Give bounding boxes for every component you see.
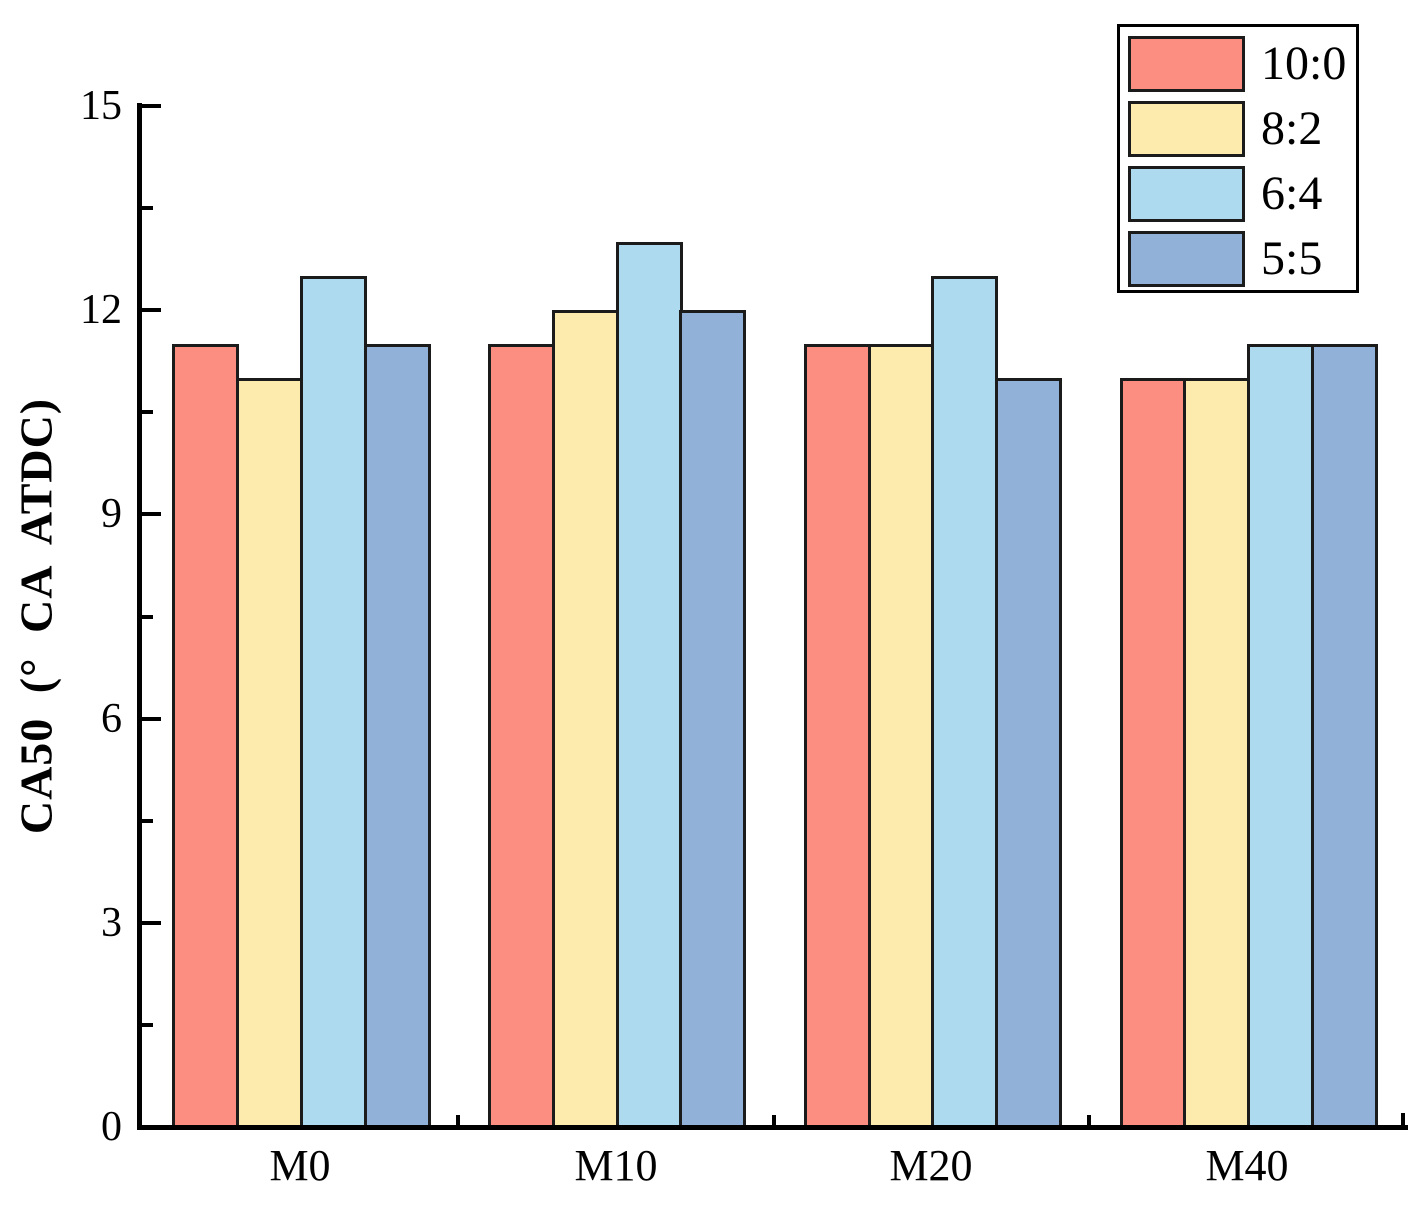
bar: [1183, 378, 1250, 1130]
y-tick-label: 6: [101, 696, 122, 742]
bar: [995, 378, 1062, 1130]
y-tick-label: 3: [101, 900, 122, 946]
y-tick-label: 12: [80, 287, 122, 333]
legend-label: 10:0: [1261, 36, 1347, 90]
y-tick-label: 15: [80, 83, 122, 129]
legend-item: 10:0: [1128, 35, 1356, 92]
bar: [236, 378, 303, 1130]
y-minor-tick: [142, 1023, 153, 1027]
y-major-tick: [142, 717, 161, 721]
bar: [931, 276, 998, 1130]
y-minor-tick: [142, 615, 153, 619]
y-axis-title: CA50 (° CA ATDC): [10, 397, 62, 835]
bar: [488, 344, 555, 1130]
legend-item: 8:2: [1128, 100, 1356, 157]
y-tick-label: 9: [101, 491, 122, 537]
y-minor-tick: [142, 410, 153, 414]
bar: [679, 310, 746, 1130]
legend-item: 6:4: [1128, 165, 1356, 222]
x-tick-label: M0: [269, 1141, 331, 1190]
x-axis-line: [137, 1125, 1408, 1130]
legend-label: 6:4: [1261, 166, 1323, 220]
x-minor-tick: [772, 1115, 776, 1129]
bar: [616, 242, 683, 1130]
bar: [300, 276, 367, 1130]
x-tick-label: M20: [889, 1141, 973, 1190]
y-tick-label: 0: [101, 1104, 122, 1150]
legend-swatch: [1128, 230, 1245, 287]
bar: [1120, 378, 1187, 1130]
x-tick-label: M40: [1205, 1141, 1289, 1190]
legend: 10:0 8:2 6:4 5:5: [1117, 24, 1359, 293]
y-major-tick: [142, 104, 161, 108]
bar: [1311, 344, 1378, 1130]
bar: [1247, 344, 1314, 1130]
bar: [172, 344, 239, 1130]
x-minor-tick: [1087, 1115, 1091, 1129]
bar: [364, 344, 431, 1130]
y-minor-tick: [142, 819, 153, 823]
legend-swatch: [1128, 165, 1245, 222]
y-minor-tick: [142, 206, 153, 210]
legend-label: 5:5: [1261, 231, 1323, 285]
bar: [804, 344, 871, 1130]
x-end-tick: [1401, 1113, 1405, 1129]
legend-swatch: [1128, 100, 1245, 157]
bar: [868, 344, 935, 1130]
y-axis-line: [137, 103, 142, 1130]
y-major-tick: [142, 921, 161, 925]
x-tick-label: M10: [574, 1141, 658, 1190]
y-major-tick: [142, 308, 161, 312]
legend-item: 5:5: [1128, 230, 1356, 287]
y-major-tick: [142, 512, 161, 516]
legend-swatch: [1128, 35, 1245, 92]
x-minor-tick: [456, 1115, 460, 1129]
bar: [552, 310, 619, 1130]
legend-label: 8:2: [1261, 101, 1323, 155]
